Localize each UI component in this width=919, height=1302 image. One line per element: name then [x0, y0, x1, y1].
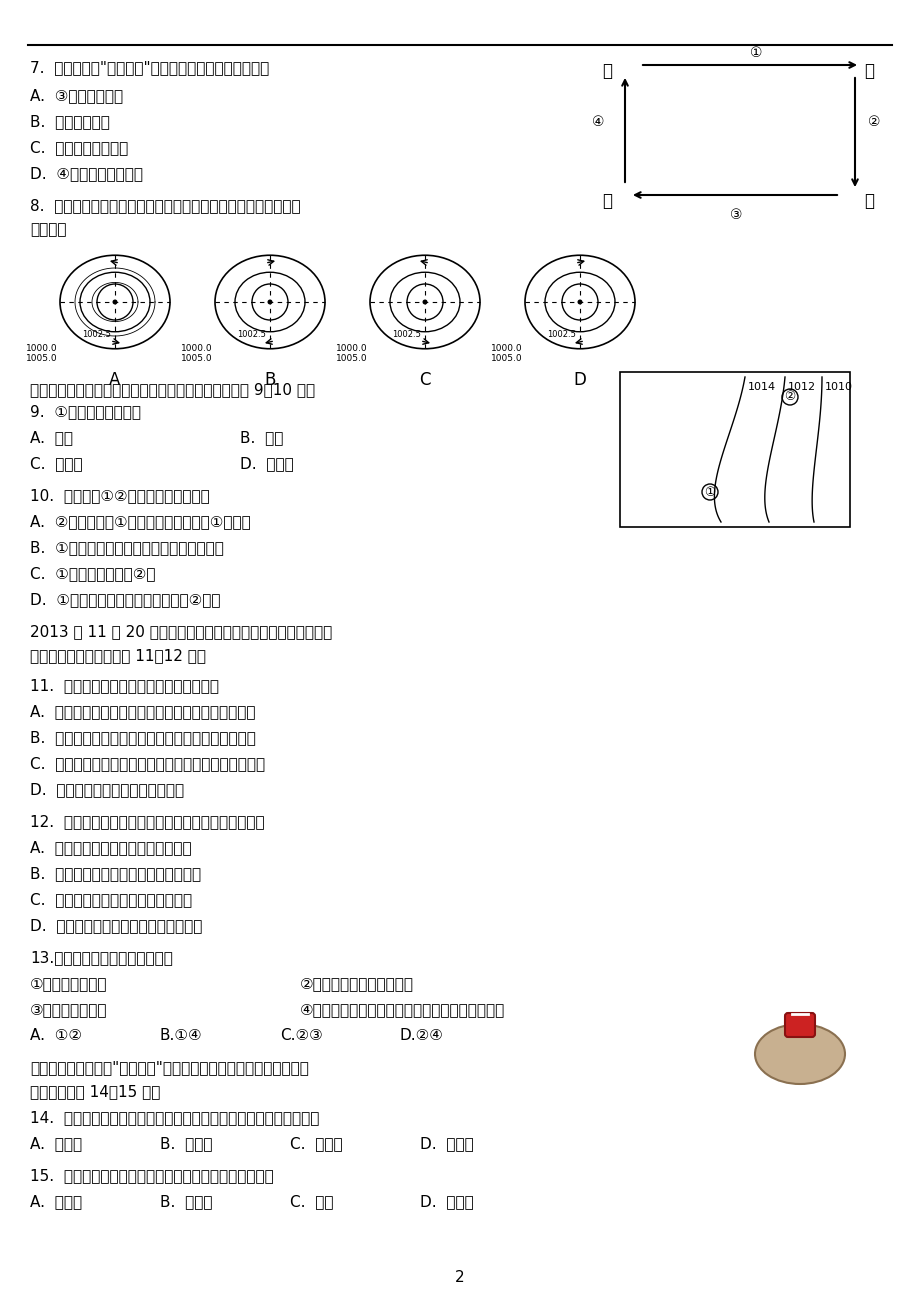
Text: C.  位于印度洋板块与太平洋板块交界处，地壳活动频繁: C. 位于印度洋板块与太平洋板块交界处，地壳活动频繁	[30, 756, 265, 771]
Text: 1000.0: 1000.0	[491, 344, 522, 353]
Text: 9.  ①处的风向不可能为: 9. ①处的风向不可能为	[30, 404, 141, 419]
Text: B.  乙处多锋面雨: B. 乙处多锋面雨	[30, 115, 109, 129]
Text: C.  甲是副热带高气压: C. 甲是副热带高气压	[30, 141, 128, 155]
Text: B.①④: B.①④	[160, 1029, 202, 1043]
Text: D.  玄武岩: D. 玄武岩	[420, 1194, 473, 1210]
Text: C.  减弱了大气反射作用，使气温降低: C. 减弱了大气反射作用，使气温降低	[30, 892, 192, 907]
Text: 12.  火山喷发产生的火山灰云团对其覆盖地区的影响是: 12. 火山喷发产生的火山灰云团对其覆盖地区的影响是	[30, 814, 265, 829]
Text: C.  砂岩: C. 砂岩	[289, 1194, 333, 1210]
Text: B.  增强了大气逆辐射，使昼夜温差变小: B. 增强了大气逆辐射，使昼夜温差变小	[30, 866, 201, 881]
Circle shape	[112, 299, 118, 305]
Text: B: B	[264, 371, 276, 389]
Text: C.  ①处的气压值高于②处: C. ①处的气压值高于②处	[30, 566, 155, 581]
Text: B.  ①处的风速较大，因水平气压梯度力较大: B. ①处的风速较大，因水平气压梯度力较大	[30, 540, 223, 555]
Text: 15.  下列岩石按成因与制作冰壶的石材属于同一类型的是: 15. 下列岩石按成因与制作冰壶的石材属于同一类型的是	[30, 1168, 274, 1184]
Text: ③位于软流层以上: ③位于软流层以上	[30, 1003, 108, 1017]
Text: ①包括地壳和地幔: ①包括地壳和地幔	[30, 976, 108, 991]
Text: 1002.5: 1002.5	[82, 329, 111, 339]
Text: A: A	[109, 371, 120, 389]
Text: 1014: 1014	[747, 381, 776, 392]
Circle shape	[577, 299, 582, 305]
Text: 冬奥会上的冰壶也称"冰上溜石"，其形状为圆壶状，由天然花岗岩制: 冬奥会上的冰壶也称"冰上溜石"，其形状为圆壶状，由天然花岗岩制	[30, 1060, 309, 1075]
Text: B.  石灰岩: B. 石灰岩	[160, 1194, 212, 1210]
Text: C.  西南风: C. 西南风	[30, 456, 83, 471]
Text: 1012: 1012	[788, 381, 815, 392]
Text: 甲: 甲	[601, 191, 611, 210]
Text: C.②③: C.②③	[279, 1029, 323, 1043]
Text: 丁: 丁	[863, 62, 873, 79]
Text: 1002.5: 1002.5	[237, 329, 266, 339]
Text: 14.  在岩石圈物质循环过程中，制作冰壶的岩石在地球表层可转化为: 14. 在岩石圈物质循环过程中，制作冰壶的岩石在地球表层可转化为	[30, 1111, 319, 1125]
Text: 1005.0: 1005.0	[336, 354, 368, 363]
Text: 11.  日本频繁发生火山、地震的主要原因是: 11. 日本频繁发生火山、地震的主要原因是	[30, 678, 219, 693]
Text: A.  位于印度洋板块与亚欧板块交界处，地壳活动频繁: A. 位于印度洋板块与亚欧板块交界处，地壳活动频繁	[30, 704, 255, 719]
Text: D.  减弱了大气逆辐射，使昼夜温差变小: D. 减弱了大气逆辐射，使昼夜温差变小	[30, 918, 202, 934]
Text: A.  ③气流比较湿润: A. ③气流比较湿润	[30, 89, 123, 103]
Text: A.  大理岩: A. 大理岩	[30, 1194, 82, 1210]
Text: ③: ③	[729, 208, 742, 223]
Text: 运动的是: 运动的是	[30, 223, 66, 237]
Text: B.  位于太平洋板块与亚欧板块交界处，地壳活动频繁: B. 位于太平洋板块与亚欧板块交界处，地壳活动频繁	[30, 730, 255, 745]
Text: 下图是北半球某地近地面等压线分布示意图。读图完成 9～10 题。: 下图是北半球某地近地面等压线分布示意图。读图完成 9～10 题。	[30, 381, 315, 397]
Text: D.②④: D.②④	[400, 1029, 443, 1043]
Text: ①: ①	[749, 46, 762, 60]
Text: D.  ①处大气运动时地面的摩擦力比②处大: D. ①处大气运动时地面的摩擦力比②处大	[30, 592, 221, 607]
Text: 成。据此完成 14～15 题。: 成。据此完成 14～15 题。	[30, 1085, 160, 1099]
Ellipse shape	[754, 1023, 844, 1085]
Circle shape	[267, 299, 272, 305]
Text: 形成一个小岛，据此完成 11～12 题。: 形成一个小岛，据此完成 11～12 题。	[30, 648, 206, 663]
Text: 1000.0: 1000.0	[181, 344, 213, 353]
FancyBboxPatch shape	[784, 1013, 814, 1036]
Text: C: C	[419, 371, 430, 389]
Text: ④厚度不一，大陆部分厚，大洋部分薄，甚至缺失: ④厚度不一，大陆部分厚，大洋部分薄，甚至缺失	[300, 1003, 505, 1017]
Text: A.  喷出岩: A. 喷出岩	[30, 1137, 82, 1151]
Text: 1000.0: 1000.0	[27, 344, 58, 353]
Text: 13.有关岩石圈的叙述，正确的是: 13.有关岩石圈的叙述，正确的是	[30, 950, 173, 965]
Text: 1010: 1010	[824, 381, 852, 392]
Text: ②: ②	[867, 115, 879, 129]
Bar	[619, 372, 849, 527]
Text: 2013 年 11 月 20 日，日本小笠原群岛附近发生海底火山喷发，: 2013 年 11 月 20 日，日本小笠原群岛附近发生海底火山喷发，	[30, 624, 332, 639]
Circle shape	[422, 299, 427, 305]
Text: ②: ②	[784, 391, 795, 404]
Text: D.  西北风: D. 西北风	[240, 456, 293, 471]
Text: A.  增强了大气反射作用，使气温增高: A. 增强了大气反射作用，使气温增高	[30, 840, 191, 855]
Text: 1005.0: 1005.0	[491, 354, 522, 363]
Text: 1002.5: 1002.5	[391, 329, 420, 339]
Text: 7.  若此图代表"三圈环流"中的中纬环流图，则正确的是: 7. 若此图代表"三圈环流"中的中纬环流图，则正确的是	[30, 60, 269, 76]
Text: 乙: 乙	[863, 191, 873, 210]
Text: D.  日本领土组成主要以火山岛为主: D. 日本领土组成主要以火山岛为主	[30, 783, 184, 797]
Text: D: D	[573, 371, 585, 389]
Text: 2: 2	[455, 1269, 464, 1285]
Text: 1005.0: 1005.0	[181, 354, 213, 363]
Text: B.  侵入岩: B. 侵入岩	[160, 1137, 212, 1151]
Text: 丙: 丙	[601, 62, 611, 79]
Text: B.  西风: B. 西风	[240, 430, 283, 445]
Text: D.  ④气流由于热力上升: D. ④气流由于热力上升	[30, 165, 142, 181]
Text: 8.  若此图为北半球热力环流图，下面四幅图形中，表示甲地空气: 8. 若此图为北半球热力环流图，下面四幅图形中，表示甲地空气	[30, 198, 301, 214]
Text: C.  沉积岩: C. 沉积岩	[289, 1137, 342, 1151]
Text: 1005.0: 1005.0	[27, 354, 58, 363]
Text: A.  ①②: A. ①②	[30, 1029, 82, 1043]
Text: ②主要是由各种岩石组成的: ②主要是由各种岩石组成的	[300, 976, 414, 991]
Text: A.  南风: A. 南风	[30, 430, 73, 445]
Text: ④: ④	[591, 115, 604, 129]
Text: 10.  关于图中①②两处的描述正确的是: 10. 关于图中①②两处的描述正确的是	[30, 488, 210, 503]
Text: ①: ①	[704, 486, 715, 499]
Text: 1002.5: 1002.5	[547, 329, 575, 339]
Text: 1000.0: 1000.0	[336, 344, 368, 353]
Text: D.  变质岩: D. 变质岩	[420, 1137, 473, 1151]
Text: A.  ②处的风速比①处大，因其等压线较①处密集: A. ②处的风速比①处大，因其等压线较①处密集	[30, 514, 251, 529]
